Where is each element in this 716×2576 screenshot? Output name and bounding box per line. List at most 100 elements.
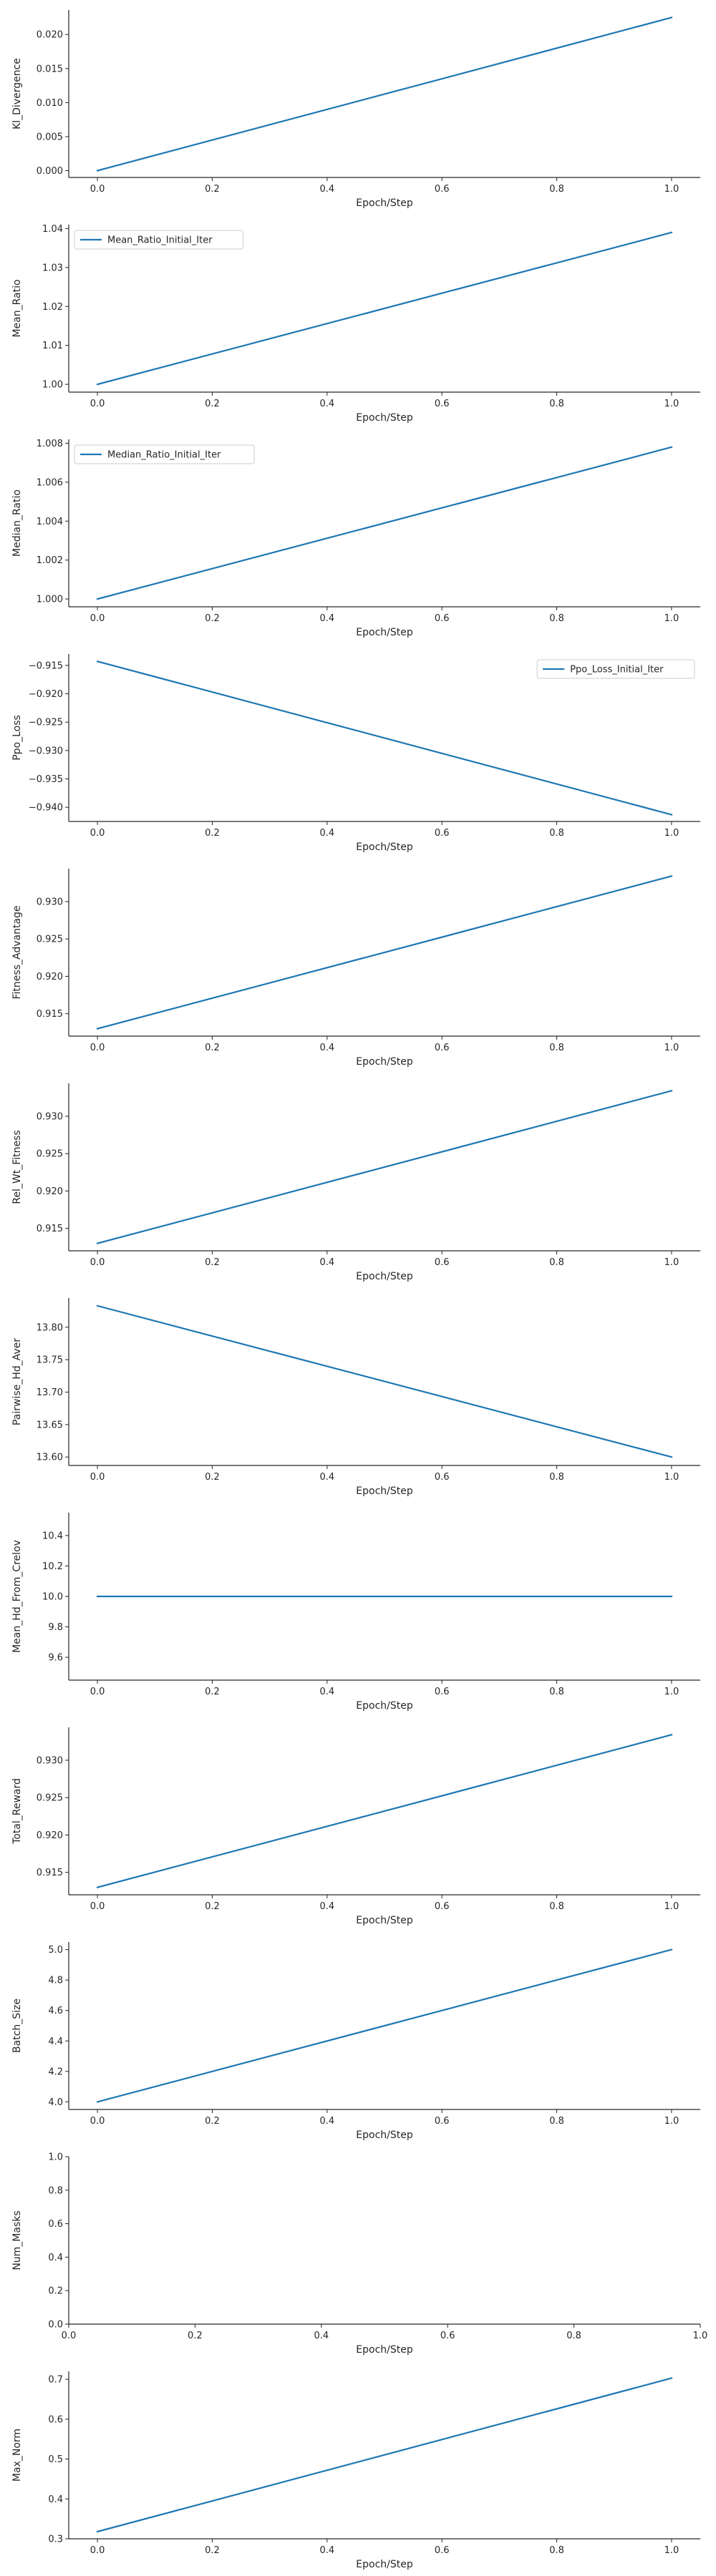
y-axis-label: Fitness_Advantage	[11, 905, 23, 999]
y-tick-label: 0.000	[37, 166, 63, 177]
y-tick-label: 1.02	[42, 302, 63, 313]
x-axis-label: Epoch/Step	[356, 197, 413, 209]
chart-panel-8: 0.0 0.2 0.4 0.6 0.8 1.0 9.6 9.8 10.0 10.2 10.4 Epoc…	[11, 1513, 700, 1712]
chart-panel-2: 0.0 0.2 0.4 0.6 0.8 1.0 1.00 1.01 1.02 1.03 1.04 Ep…	[11, 224, 700, 424]
x-tick-label: 0.0	[90, 2116, 105, 2127]
chart-panel-1: 0.0 0.2 0.4 0.6 0.8 1.0 0.000 0.005 0.010 0.015 0.…	[11, 10, 700, 209]
x-axis-label: Epoch/Step	[356, 1915, 413, 1926]
y-tick-label: 10.0	[42, 1592, 63, 1603]
x-tick-label: 1.0	[664, 613, 679, 624]
y-tick-label: 13.60	[37, 1453, 63, 1463]
x-tick-label: 0.4	[319, 613, 334, 624]
x-tick-label: 0.2	[205, 184, 220, 195]
x-tick-label: 0.0	[90, 184, 105, 195]
x-tick-label: 1.0	[693, 2331, 708, 2341]
y-tick-label: 0.915	[37, 1009, 63, 1020]
series-line	[96, 446, 673, 600]
chart-panel-11: 0.0 0.2 0.4 0.6 0.8 1.0 0.0 0.2 0.4 0.6 0.8 1.0 Epoc…	[11, 2152, 708, 2356]
y-axis-label: Median_Ratio	[11, 489, 23, 557]
x-tick-label: 1.0	[664, 1472, 679, 1483]
chart-panel-10: 0.0 0.2 0.4 0.6 0.8 1.0 4.0 4.2 4.4 4.6 4.8 5.0 Epoc…	[11, 1942, 700, 2141]
y-axis-label: Mean_Hd_From_Crelov	[11, 1540, 23, 1653]
legend: Ppo_Loss_Initial_Iter	[536, 659, 695, 679]
x-tick-label: 0.4	[319, 2545, 334, 2556]
y-tick-label: 9.8	[48, 1622, 63, 1633]
y-axis-label: Mean_Ratio	[11, 279, 23, 337]
x-tick-label: 1.0	[664, 2545, 679, 2556]
y-tick-label: 4.2	[48, 2067, 63, 2077]
y-tick-label: 1.000	[37, 595, 63, 605]
legend-label: Median_Ratio_Initial_Iter	[107, 450, 221, 461]
y-tick-label: 13.70	[37, 1387, 63, 1398]
y-tick-label: 1.01	[42, 341, 63, 351]
x-tick-label: 0.0	[90, 399, 105, 409]
y-tick-label: −0.925	[29, 718, 63, 728]
x-tick-label: 0.0	[90, 1472, 105, 1483]
y-tick-label: 0.4	[48, 2253, 63, 2263]
x-axis-label: Epoch/Step	[356, 2129, 413, 2141]
legend-label: Ppo_Loss_Initial_Iter	[570, 665, 664, 675]
x-tick-label: 0.0	[90, 1257, 105, 1268]
x-tick-label: 0.8	[549, 1472, 564, 1483]
y-tick-label: 0.4	[48, 2494, 63, 2505]
x-axis-label: Epoch/Step	[356, 2559, 413, 2570]
x-tick-label: 0.8	[549, 1043, 564, 1053]
y-tick-label: −0.940	[29, 803, 63, 814]
y-tick-label: 1.00	[42, 380, 63, 391]
y-tick-label: 1.03	[42, 263, 63, 273]
x-tick-label: 0.4	[319, 1687, 334, 1697]
series-line	[96, 1948, 673, 2103]
x-tick-label: 1.0	[664, 1687, 679, 1697]
chart-panel-12: 0.0 0.2 0.4 0.6 0.8 1.0 0.3 0.4 0.5 0.6 0.7 Epoch/S…	[11, 2371, 700, 2570]
y-tick-label: 0.925	[37, 935, 63, 945]
y-tick-label: 0.6	[48, 2414, 63, 2425]
y-tick-label: 13.80	[37, 1322, 63, 1333]
y-tick-label: 0.5	[48, 2454, 63, 2465]
y-tick-label: 1.008	[37, 439, 63, 449]
y-tick-label: 0.925	[37, 1149, 63, 1160]
y-tick-label: 9.6	[48, 1653, 63, 1664]
x-tick-label: 0.2	[205, 1687, 220, 1697]
y-axis-label: Total_Reward	[11, 1778, 23, 1845]
y-tick-label: 0.920	[37, 1186, 63, 1197]
y-tick-label: 1.006	[37, 477, 63, 488]
chart-panel-7: 0.0 0.2 0.4 0.6 0.8 1.0 13.60 13.65 13.70 13.75 13…	[11, 1298, 700, 1497]
x-tick-label: 0.8	[549, 1257, 564, 1268]
x-tick-label: 1.0	[664, 1043, 679, 1053]
y-tick-label: 4.8	[48, 1976, 63, 1986]
y-tick-label: 0.930	[37, 1755, 63, 1766]
x-tick-label: 0.6	[435, 2116, 450, 2127]
y-tick-label: 0.7	[48, 2375, 63, 2386]
y-tick-label: 0.920	[37, 972, 63, 982]
x-tick-label: 0.0	[90, 2545, 105, 2556]
series-line	[96, 875, 673, 1030]
y-tick-label: 4.6	[48, 2006, 63, 2016]
x-tick-label: 0.2	[205, 1472, 220, 1483]
y-tick-label: 13.65	[37, 1420, 63, 1430]
y-axis-label: Rel_Wt_Fitness	[11, 1130, 23, 1204]
y-axis-label: Max_Norm	[11, 2429, 23, 2482]
x-tick-label: 1.0	[664, 1901, 679, 1912]
x-tick-label: 0.6	[435, 2545, 450, 2556]
y-axis-label: Batch_Size	[11, 1999, 23, 2053]
x-axis-label: Epoch/Step	[356, 1271, 413, 1282]
x-axis-label: Epoch/Step	[356, 1056, 413, 1068]
y-tick-label: 0.930	[37, 1111, 63, 1122]
legend-label: Mean_Ratio_Initial_Iter	[107, 235, 213, 246]
x-tick-label: 0.2	[205, 399, 220, 409]
y-tick-label: −0.920	[29, 689, 63, 700]
x-tick-label: 0.2	[205, 1257, 220, 1268]
x-axis-label: Epoch/Step	[356, 412, 413, 424]
y-tick-label: 0.020	[37, 30, 63, 41]
y-tick-label: 4.0	[48, 2097, 63, 2108]
y-tick-label: 0.930	[37, 897, 63, 907]
y-tick-label: 0.0	[48, 2320, 63, 2331]
x-tick-label: 0.4	[319, 1901, 334, 1912]
chart-panel-3: 0.0 0.2 0.4 0.6 0.8 1.0 1.000 1.002 1.004 1.006 1.…	[11, 439, 700, 638]
x-tick-label: 0.4	[319, 828, 334, 839]
y-tick-label: 1.0	[48, 2152, 63, 2163]
x-tick-label: 0.0	[90, 828, 105, 839]
x-axis-label: Epoch/Step	[356, 1700, 413, 1712]
x-tick-label: 0.8	[549, 1687, 564, 1697]
x-tick-label: 1.0	[664, 184, 679, 195]
